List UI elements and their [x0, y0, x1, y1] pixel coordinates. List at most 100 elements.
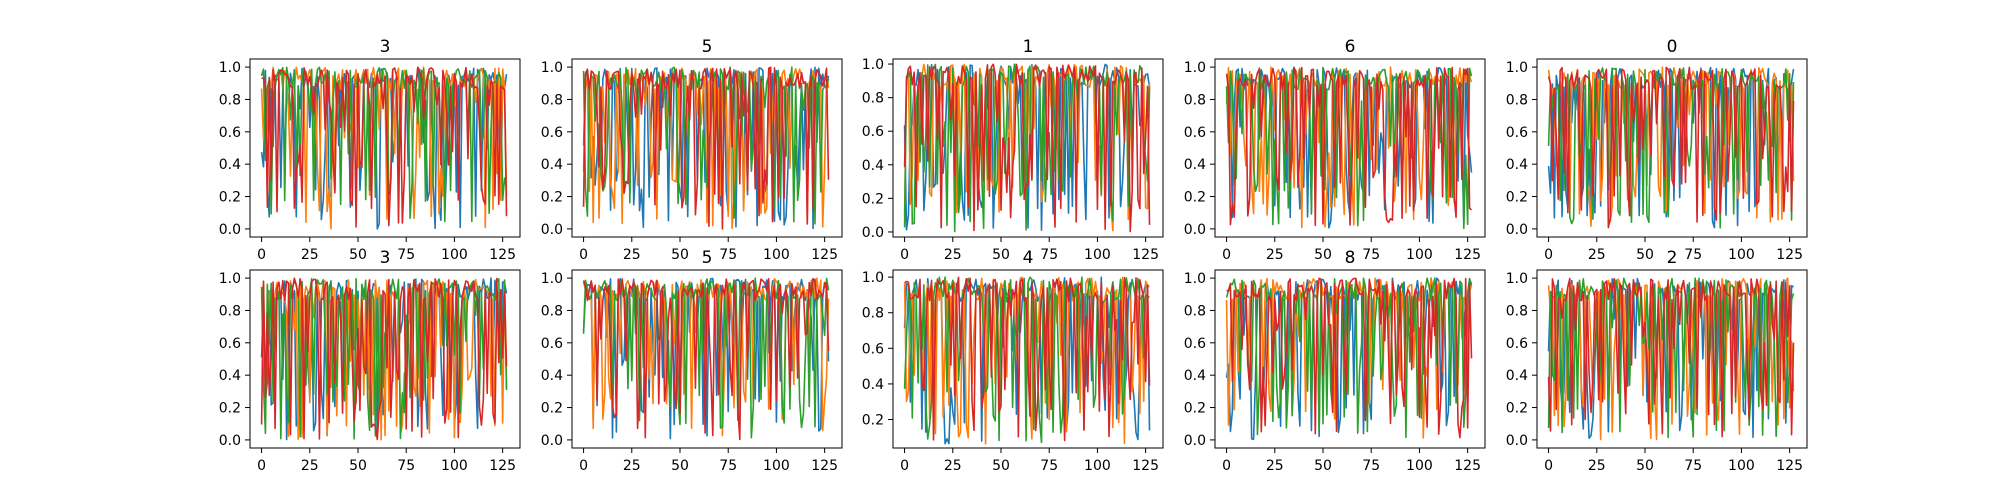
y-tick-label: 0.4	[862, 377, 884, 393]
y-tick-label: 0.2	[541, 190, 563, 206]
y-tick-label: 0.4	[1506, 157, 1528, 173]
x-tick-label: 125	[811, 247, 838, 263]
axes-frame	[1536, 58, 1808, 238]
y-tick-label: 0.8	[219, 92, 241, 108]
y-tick-label: 0.2	[219, 401, 241, 417]
series-line-3	[1226, 277, 1473, 439]
x-tick-label: 25	[301, 247, 319, 263]
subplot-title: 3	[380, 37, 391, 57]
y-tick-label: 0.2	[1184, 401, 1206, 417]
y-tick-label: 0.6	[1184, 336, 1206, 352]
subplot-5: 0 25 50 75 100 125 0.0 0.2 0.4 0.6 0.8 1.0 3	[219, 248, 521, 474]
y-tick-label: 0.4	[1506, 368, 1528, 384]
x-tick-label: 25	[1588, 458, 1606, 474]
x-tick-label: 50	[671, 458, 689, 474]
x-tick-label: 25	[1266, 458, 1284, 474]
y-tick-label: 0.0	[1506, 222, 1528, 238]
axes-frame	[249, 58, 521, 238]
x-tick-label: 50	[992, 247, 1010, 263]
x-tick-label: 50	[1314, 458, 1332, 474]
x-tick-label: 25	[623, 458, 641, 474]
subplot-title: 8	[1345, 248, 1356, 268]
series-line-3	[1547, 277, 1795, 438]
series-line-3	[260, 277, 508, 441]
subplot-1: 0 25 50 75 100 125 0.0 0.2 0.4 0.6 0.8 1.0 5	[541, 37, 843, 263]
subplot-title: 5	[702, 37, 713, 57]
x-tick-label: 50	[1636, 458, 1654, 474]
x-tick-label: 50	[671, 247, 689, 263]
y-tick-label: 0.2	[862, 191, 884, 207]
y-tick-label: 0.8	[1506, 303, 1528, 319]
series-line-3	[582, 277, 830, 441]
y-tick-label: 0.0	[1506, 433, 1528, 449]
x-tick-label: 125	[1776, 458, 1803, 474]
y-tick-label: 0.8	[541, 92, 563, 108]
y-tick-label: 0.4	[1184, 368, 1206, 384]
subplot-7: 0 25 50 75 100 125 0.2 0.4 0.6 0.8 1.0 4	[862, 248, 1164, 474]
x-tick-label: 0	[1544, 247, 1553, 263]
y-tick-label: 0.6	[219, 125, 241, 141]
y-tick-label: 0.0	[862, 225, 884, 241]
x-tick-label: 75	[719, 247, 737, 263]
y-tick-label: 0.0	[1184, 222, 1206, 238]
y-tick-label: 0.8	[541, 303, 563, 319]
x-tick-label: 50	[349, 458, 367, 474]
y-tick-label: 0.2	[1506, 401, 1528, 417]
series-line-3	[1547, 66, 1795, 229]
x-tick-label: 100	[1084, 458, 1111, 474]
y-tick-label: 1.0	[862, 57, 884, 73]
x-tick-label: 75	[397, 247, 415, 263]
y-tick-label: 1.0	[1506, 60, 1528, 76]
x-tick-label: 100	[441, 458, 468, 474]
x-tick-label: 125	[489, 247, 516, 263]
x-tick-label: 125	[1454, 458, 1481, 474]
x-tick-label: 0	[1222, 458, 1231, 474]
x-tick-label: 50	[992, 458, 1010, 474]
series-line-3	[903, 63, 1151, 233]
y-tick-label: 1.0	[1506, 271, 1528, 287]
y-tick-label: 0.4	[219, 368, 241, 384]
x-tick-label: 25	[623, 247, 641, 263]
subplot-title: 2	[1667, 248, 1678, 268]
y-tick-label: 0.0	[219, 433, 241, 449]
y-tick-label: 1.0	[862, 270, 884, 286]
series-line-3	[582, 66, 830, 230]
x-tick-label: 125	[1776, 247, 1803, 263]
x-tick-label: 125	[1132, 458, 1159, 474]
x-tick-label: 75	[719, 458, 737, 474]
x-tick-label: 25	[1588, 247, 1606, 263]
series-line-3	[1225, 66, 1473, 227]
y-tick-label: 0.8	[1184, 92, 1206, 108]
y-tick-label: 0.4	[541, 157, 563, 173]
subplot-title: 6	[1345, 37, 1356, 57]
axes-frame	[1214, 269, 1486, 449]
series-line-3	[904, 276, 1151, 442]
y-tick-label: 0.2	[1184, 190, 1206, 206]
y-tick-label: 0.8	[219, 303, 241, 319]
x-tick-label: 100	[1728, 458, 1755, 474]
axes-frame	[1214, 58, 1486, 238]
subplot-title: 5	[702, 248, 713, 268]
x-tick-label: 25	[944, 458, 962, 474]
x-tick-label: 50	[1314, 247, 1332, 263]
x-tick-label: 75	[1362, 458, 1380, 474]
subplot-6: 0 25 50 75 100 125 0.0 0.2 0.4 0.6 0.8 1.0 5	[541, 248, 843, 474]
y-tick-label: 1.0	[219, 60, 241, 76]
x-tick-label: 25	[1266, 247, 1284, 263]
x-tick-label: 0	[579, 247, 588, 263]
x-tick-label: 25	[944, 247, 962, 263]
series-line-2	[1547, 277, 1795, 439]
x-tick-label: 125	[489, 458, 516, 474]
y-tick-label: 0.0	[1184, 433, 1206, 449]
y-tick-label: 0.8	[862, 306, 884, 322]
x-tick-label: 100	[763, 458, 790, 474]
subplot-9: 0 25 50 75 100 125 0.0 0.2 0.4 0.6 0.8 1.0 2	[1506, 248, 1808, 474]
series-line-2	[1225, 67, 1473, 230]
axes-frame	[249, 269, 521, 449]
y-tick-label: 0.6	[1184, 125, 1206, 141]
y-tick-label: 0.0	[219, 222, 241, 238]
series-line-2	[582, 66, 830, 225]
axes-frame	[892, 58, 1164, 238]
x-tick-label: 50	[349, 247, 367, 263]
